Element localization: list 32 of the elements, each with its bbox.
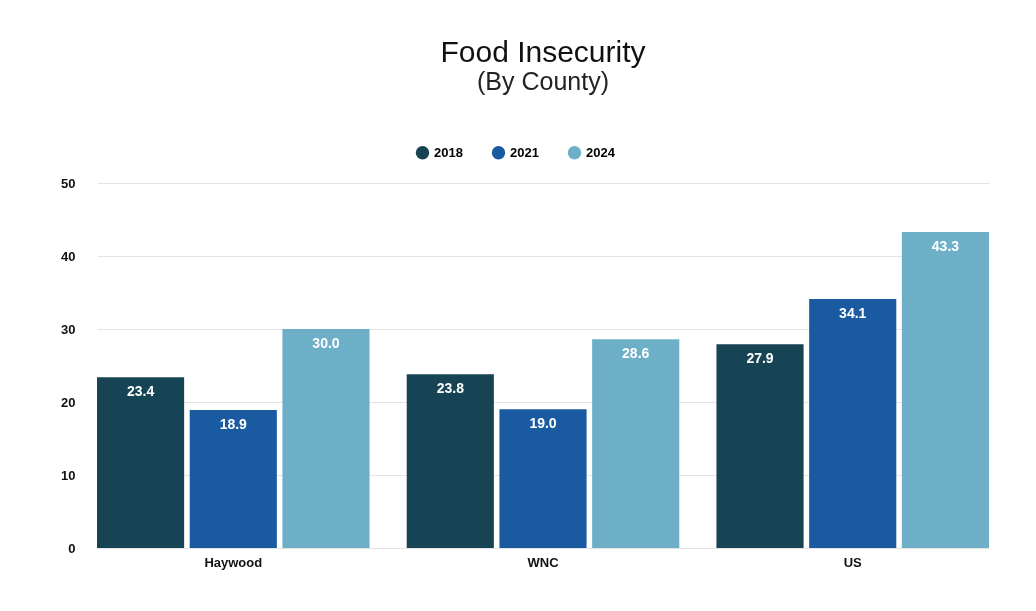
data-label: 34.1 bbox=[839, 305, 867, 322]
chart-title: Food Insecurity bbox=[440, 35, 646, 68]
y-tick-label: 40 bbox=[61, 248, 76, 264]
bar bbox=[282, 329, 370, 548]
bar bbox=[809, 299, 897, 548]
x-tick-label: US bbox=[843, 554, 863, 570]
x-tick-label: WNC bbox=[527, 554, 560, 570]
legend-label: 2018 bbox=[434, 144, 463, 160]
chart-subtitle: (By County) bbox=[477, 67, 609, 95]
bar bbox=[499, 409, 587, 548]
legend-label: 2024 bbox=[586, 144, 616, 160]
data-label: 19.0 bbox=[529, 415, 557, 432]
legend-label: 2021 bbox=[510, 144, 539, 160]
data-label: 30.0 bbox=[312, 335, 340, 351]
y-tick-label: 30 bbox=[61, 321, 76, 337]
bar bbox=[189, 410, 277, 548]
y-tick-label: 50 bbox=[61, 175, 76, 191]
bar bbox=[901, 231, 989, 548]
data-label: 28.6 bbox=[622, 345, 650, 362]
data-label: 27.9 bbox=[746, 350, 774, 367]
bar bbox=[97, 377, 185, 548]
bar bbox=[716, 344, 804, 548]
bar bbox=[592, 339, 680, 548]
x-tick-label: Haywood bbox=[204, 554, 263, 570]
bar bbox=[406, 374, 494, 548]
data-label: 43.3 bbox=[931, 237, 960, 254]
data-label: 18.9 bbox=[219, 416, 248, 433]
data-label: 23.4 bbox=[126, 383, 155, 400]
y-tick-label: 20 bbox=[61, 394, 76, 410]
data-label: 23.8 bbox=[436, 380, 465, 397]
y-tick-label: 0 bbox=[68, 540, 76, 556]
y-tick-label: 10 bbox=[61, 467, 76, 483]
